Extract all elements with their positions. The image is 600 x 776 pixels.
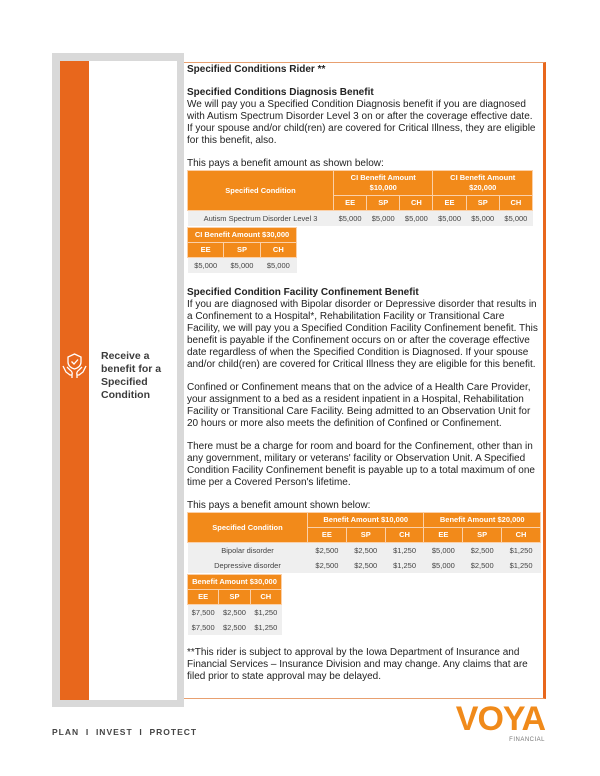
- voya-logo-sub: FINANCIAL: [509, 737, 545, 743]
- col-sub: CH: [249, 589, 283, 605]
- table-row: $5,000 $5,000 $5,000: [187, 257, 297, 273]
- col-sub: EE: [186, 589, 220, 605]
- diagnosis-title: Specified Conditions Diagnosis Benefit: [187, 87, 374, 98]
- cell: $5,000: [423, 558, 463, 573]
- col-sub: CH: [501, 527, 541, 543]
- cell: $5,000: [366, 210, 400, 226]
- cell: $5,000: [399, 210, 433, 226]
- sidebar-label-box: [89, 61, 177, 700]
- content-frame: [184, 62, 546, 699]
- col-sub: SP: [218, 589, 251, 605]
- confinement-body-2: Confined or Confinement means that on th…: [187, 382, 531, 429]
- col-sub: CH: [384, 527, 425, 543]
- cell: $1,250: [250, 604, 282, 620]
- cell: $7,500: [187, 620, 219, 635]
- table-row: Depressive disorder $2,500 $2,500 $1,250 $…: [187, 558, 541, 573]
- col-sub: SP: [465, 195, 500, 211]
- diagnosis-table-continued: CI Benefit Amount $30,000 EE SP CH $5,000 $…: [186, 227, 298, 273]
- cell: $1,250: [501, 558, 541, 573]
- cell: $5,000: [333, 210, 367, 226]
- cell: Autism Spectrum Disorder Level 3: [187, 210, 334, 226]
- cell: $5,000: [223, 257, 261, 273]
- cell: $5,000: [260, 257, 297, 273]
- diagnosis-table-intro: This pays a benefit amount as shown belo…: [187, 158, 384, 169]
- footer-tagline: PLAN I INVEST I PROTECT: [52, 727, 198, 737]
- col-sub: SP: [366, 195, 401, 211]
- sidebar-label: Receive a benefit for a Specified Condit…: [101, 350, 162, 401]
- cell: $2,500: [462, 542, 502, 558]
- col-group: CI Benefit Amount $20,000: [432, 170, 533, 196]
- cell: $2,500: [346, 542, 386, 558]
- col-header: Specified Condition: [187, 170, 334, 211]
- table-row: Bipolar disorder $2,500 $2,500 $1,250 $5,0…: [187, 542, 541, 558]
- confinement-body-3: There must be a charge for room and boar…: [187, 441, 535, 488]
- table-row: Autism Spectrum Disorder Level 3 $5,000 $…: [187, 210, 533, 226]
- cell: $2,500: [307, 558, 347, 573]
- col-sub: SP: [345, 527, 386, 543]
- col-sub: CH: [498, 195, 534, 211]
- cell: Depressive disorder: [187, 558, 308, 573]
- sidebar-accent-bar: [60, 61, 89, 700]
- col-sub: EE: [432, 195, 467, 211]
- content: Specified Conditions Rider ** Specified …: [186, 62, 541, 694]
- cell: $2,500: [218, 620, 251, 635]
- col-sub: EE: [186, 242, 225, 258]
- col-sub: CH: [399, 195, 434, 211]
- diagnosis-body: We will pay you a Specified Condition Di…: [187, 99, 536, 146]
- cell: $5,000: [187, 257, 224, 273]
- cell: $2,500: [218, 604, 251, 620]
- confinement-table-continued: Benefit Amount $30,000 EE SP CH $7,500 $2,5…: [186, 574, 283, 635]
- cell: $1,250: [385, 542, 424, 558]
- confinement-title: Specified Condition Facility Confinement…: [187, 287, 419, 298]
- cell: $2,500: [307, 542, 347, 558]
- cell: $7,500: [187, 604, 219, 620]
- cell: $1,250: [501, 542, 541, 558]
- rider-title: Specified Conditions Rider **: [187, 64, 326, 75]
- col-group: Benefit Amount $20,000: [423, 512, 541, 528]
- cell: $5,000: [499, 210, 533, 226]
- col-sub: SP: [223, 242, 261, 258]
- cell: $2,500: [346, 558, 386, 573]
- cell: $5,000: [466, 210, 500, 226]
- cell: $5,000: [432, 210, 467, 226]
- diagnosis-table: Specified Condition CI Benefit Amount $1…: [187, 170, 534, 226]
- footnote: **This rider is subject to approval by t…: [187, 647, 528, 682]
- col-group: CI Benefit Amount $10,000: [332, 170, 434, 196]
- col-group: Benefit Amount $10,000: [306, 512, 425, 528]
- hands-shield-check-icon: [62, 353, 87, 378]
- cell: $1,250: [250, 620, 282, 635]
- cell: $2,500: [462, 558, 502, 573]
- cell: $1,250: [385, 558, 424, 573]
- col-group: CI Benefit Amount $30,000: [187, 227, 297, 243]
- table-row: $7,500 $2,500 $1,250: [187, 620, 282, 635]
- confinement-table: Specified Condition Benefit Amount $10,0…: [187, 512, 541, 573]
- cell: Bipolar disorder: [187, 542, 308, 558]
- table-row: $7,500 $2,500 $1,250: [187, 604, 282, 620]
- col-sub: EE: [332, 195, 368, 211]
- col-sub: EE: [307, 527, 347, 543]
- col-group: Benefit Amount $30,000: [187, 574, 282, 590]
- col-sub: EE: [423, 527, 464, 543]
- col-header: Specified Condition: [187, 512, 308, 543]
- confinement-table-intro: This pays a benefit amount shown below:: [187, 500, 371, 511]
- cell: $5,000: [423, 542, 463, 558]
- confinement-body-1: If you are diagnosed with Bipolar disord…: [187, 299, 538, 370]
- col-sub: SP: [462, 527, 503, 543]
- col-sub: CH: [259, 242, 298, 258]
- voya-logo: VOYA: [455, 700, 546, 738]
- voya-logo-block: VOYA FINANCIAL: [433, 700, 546, 744]
